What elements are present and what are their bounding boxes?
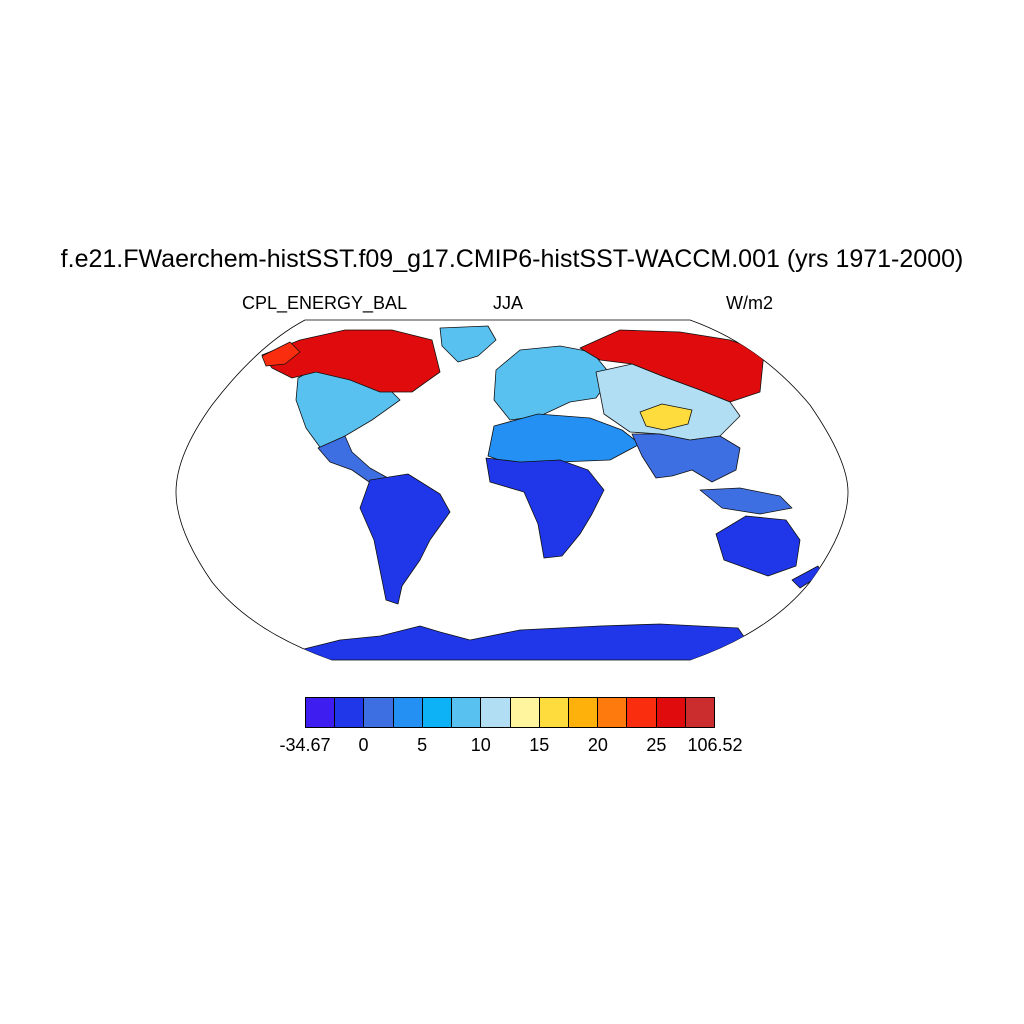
colorbar-swatch bbox=[538, 697, 569, 728]
region-indonesia bbox=[699, 487, 793, 515]
colorbar-swatch bbox=[597, 697, 628, 728]
region-alaska bbox=[261, 341, 301, 367]
colorbar bbox=[305, 697, 716, 728]
region-central-africa bbox=[485, 457, 605, 559]
region-canadian-arctic bbox=[261, 329, 441, 393]
region-central-asia bbox=[595, 363, 741, 441]
region-south-america bbox=[359, 473, 451, 605]
region-europe bbox=[493, 345, 613, 421]
colorbar-swatch bbox=[305, 697, 336, 728]
units-label: W/m2 bbox=[726, 293, 773, 313]
colorbar-swatch bbox=[509, 697, 540, 728]
colorbar-tick-label: 20 bbox=[587, 735, 608, 755]
season-label: JJA bbox=[493, 293, 524, 313]
colorbar-swatch bbox=[567, 697, 599, 728]
region-india-se-asia bbox=[631, 433, 741, 483]
map-title: f.e21.FWaerchem-histSST.f09_g17.CMIP6-hi… bbox=[60, 245, 964, 273]
colorbar-swatch bbox=[334, 697, 365, 728]
colorbar-swatch bbox=[363, 697, 394, 728]
colorbar-swatch bbox=[480, 697, 511, 728]
region-antarctica bbox=[289, 623, 761, 660]
colorbar-swatch bbox=[421, 697, 453, 728]
region-siberia bbox=[579, 329, 765, 403]
colorbar-tick-label: 0 bbox=[358, 735, 369, 755]
colorbar-tick-label: -34.67 bbox=[279, 735, 331, 755]
region-greenland bbox=[439, 325, 497, 363]
colorbar-swatch bbox=[392, 697, 423, 728]
colorbar-swatch bbox=[655, 697, 686, 728]
region-australia bbox=[715, 515, 801, 577]
colorbar-tick-label: 25 bbox=[646, 735, 667, 755]
colorbar-tick-label: 10 bbox=[470, 735, 491, 755]
colorbar-tick-label: 5 bbox=[417, 735, 428, 755]
variable-label: CPL_ENERGY_BAL bbox=[242, 293, 408, 313]
colorbar-tick-label: 106.52 bbox=[687, 735, 743, 755]
colorbar-swatch bbox=[451, 697, 482, 728]
colorbar-swatch bbox=[626, 697, 657, 728]
region-tibet bbox=[639, 403, 693, 431]
colorbar-swatch bbox=[684, 697, 716, 728]
colorbar-tick-label: 15 bbox=[529, 735, 550, 755]
